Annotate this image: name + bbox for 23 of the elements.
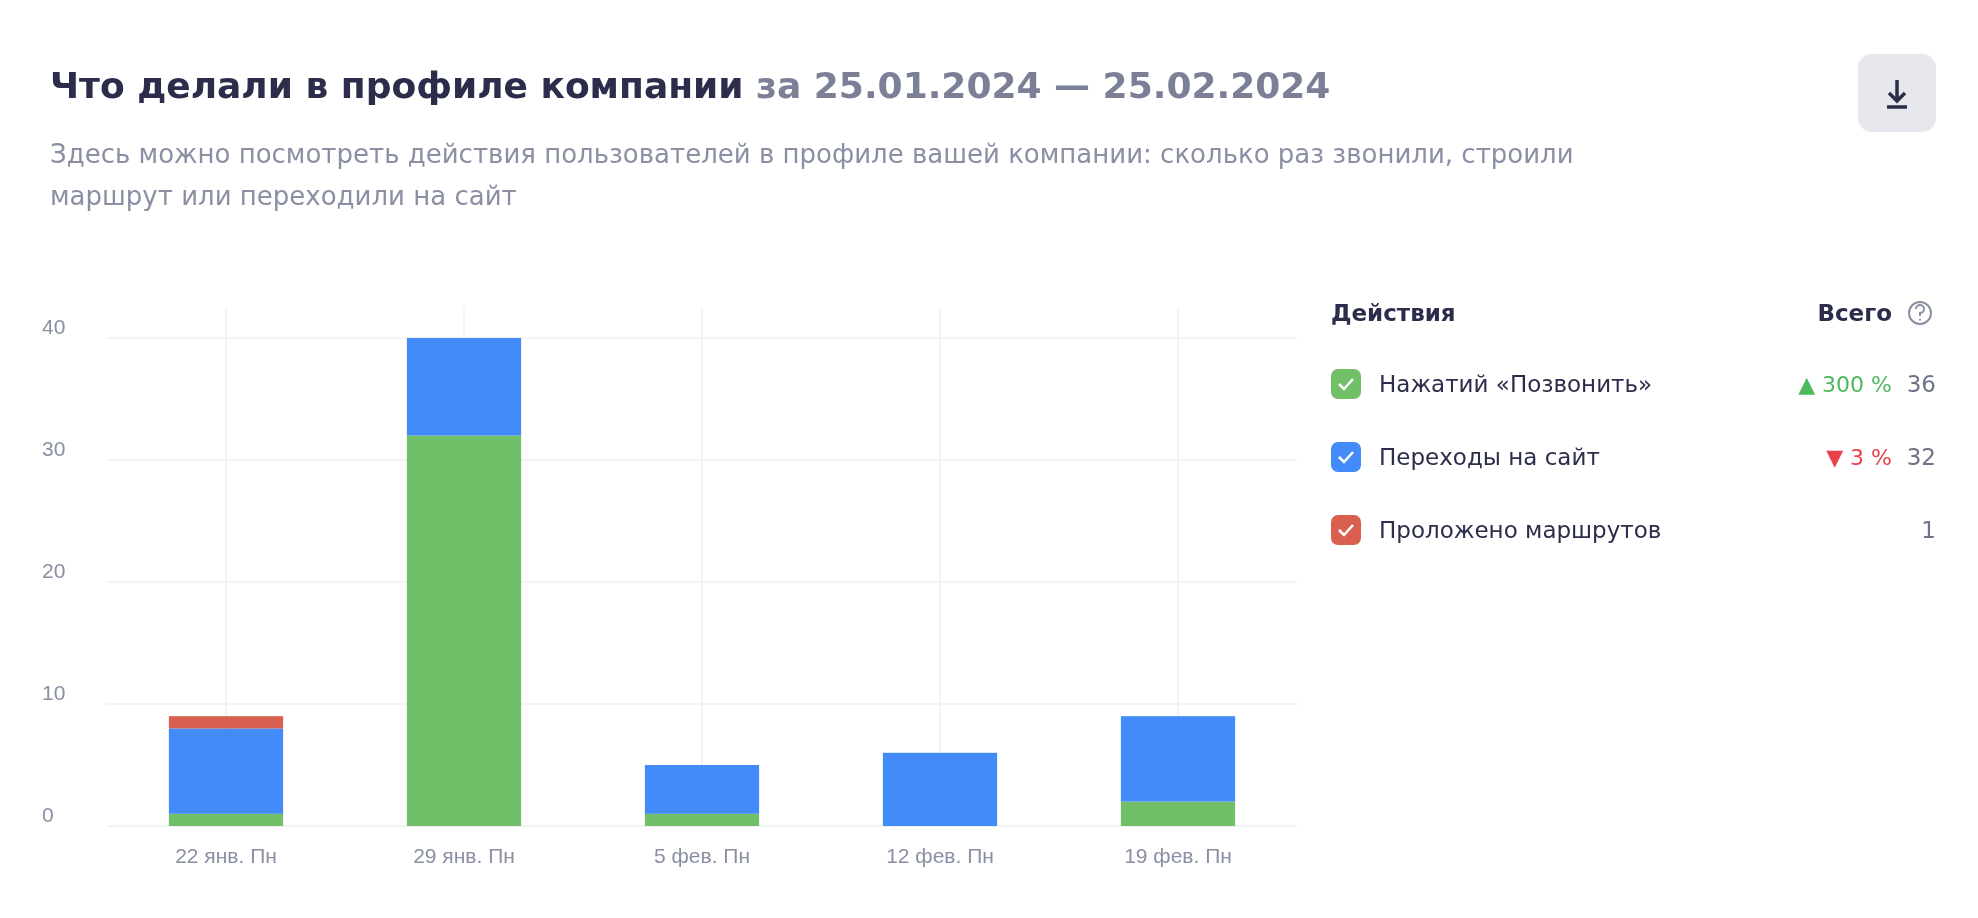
legend-title: Действия: [1331, 300, 1456, 326]
legend-label: Переходы на сайт: [1379, 444, 1600, 470]
x-tick-label: 29 янв. Пн: [413, 843, 515, 867]
x-tick-label: 12 фев. Пн: [886, 843, 994, 867]
text: Всего: [1817, 300, 1892, 326]
x-tick-label: 22 янв. Пн: [175, 843, 277, 867]
text: ▼ 3 %: [1826, 445, 1892, 470]
legend-label: Проложено маршрутов: [1379, 517, 1662, 543]
x-tick-label: 19 фев. Пн: [1124, 843, 1232, 867]
chart-title: Что делали в профиле компании: [50, 65, 744, 106]
text: 36: [1906, 371, 1936, 397]
x-tick-label: 5 фев. Пн: [654, 843, 750, 867]
y-tick-label: 30: [42, 437, 66, 461]
y-tick-label: 20: [42, 559, 66, 583]
y-tick-label: 0: [42, 803, 54, 827]
legend-label: Нажатий «Позвонить»: [1379, 371, 1653, 397]
text: 1: [1921, 517, 1936, 543]
text: за 25.01.2024 — 25.02.2024: [743, 65, 1331, 106]
y-tick-label: 10: [42, 681, 66, 705]
text: 32: [1906, 444, 1936, 470]
chart-subtitle: Здесь можно посмотреть действия пользователей в профиле вашей компании: сколько раз звонили, строили маршрут или переходили на сайт: [50, 139, 1574, 211]
text: ▲ 300 %: [1798, 372, 1892, 397]
y-tick-label: 40: [42, 315, 66, 339]
